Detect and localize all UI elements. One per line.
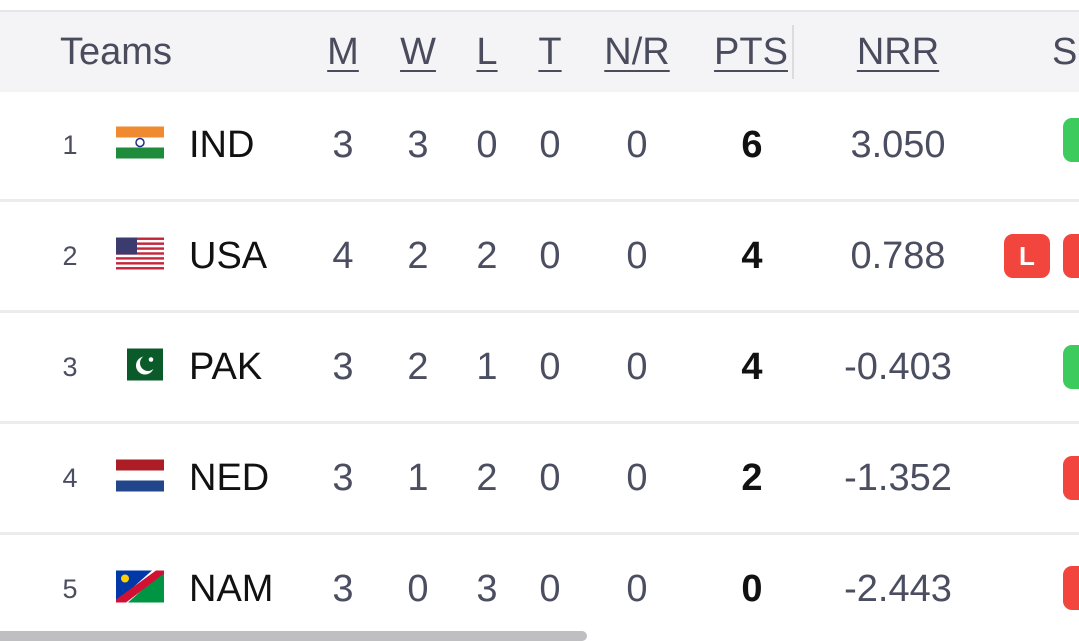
t-cell: 0 bbox=[539, 568, 561, 610]
row-divider bbox=[0, 199, 1079, 202]
column-header: S bbox=[1052, 31, 1078, 73]
column-header: NRR bbox=[856, 31, 940, 73]
form-badge: L bbox=[1004, 234, 1050, 278]
pts-cell: 4 bbox=[741, 235, 763, 277]
pts-cell: 6 bbox=[741, 124, 763, 166]
table-header bbox=[0, 10, 1079, 92]
nr-cell: 0 bbox=[626, 457, 648, 499]
nrr-cell: -0.403 bbox=[844, 346, 952, 388]
t-cell: 0 bbox=[539, 346, 561, 388]
column-header: M bbox=[327, 31, 359, 73]
team-name: NAM bbox=[189, 568, 274, 610]
m-cell: 3 bbox=[332, 124, 354, 166]
nr-cell: 0 bbox=[626, 346, 648, 388]
w-cell: 2 bbox=[407, 346, 429, 388]
column-header: W bbox=[400, 31, 436, 73]
m-cell: 3 bbox=[332, 346, 354, 388]
flag-icon bbox=[127, 348, 163, 386]
form-badge bbox=[1063, 345, 1079, 389]
nr-cell: 0 bbox=[626, 235, 648, 277]
nrr-cell: 3.050 bbox=[850, 124, 946, 166]
l-cell: 2 bbox=[476, 235, 498, 277]
l-cell: 1 bbox=[476, 346, 498, 388]
column-header: PTS bbox=[714, 31, 788, 73]
t-cell: 0 bbox=[539, 235, 561, 277]
form-badge bbox=[1063, 118, 1079, 162]
flag-icon bbox=[116, 570, 164, 608]
nrr-cell: -2.443 bbox=[844, 568, 952, 610]
row-divider bbox=[0, 310, 1079, 313]
scrollbar[interactable] bbox=[0, 631, 587, 641]
column-divider bbox=[792, 25, 794, 79]
nr-cell: 0 bbox=[626, 568, 648, 610]
flag-icon bbox=[116, 237, 164, 275]
t-cell: 0 bbox=[539, 124, 561, 166]
l-cell: 2 bbox=[476, 457, 498, 499]
form-badge bbox=[1063, 234, 1079, 278]
row-divider bbox=[0, 532, 1079, 535]
rank: 4 bbox=[62, 463, 78, 493]
t-cell: 0 bbox=[539, 457, 561, 499]
m-cell: 3 bbox=[332, 457, 354, 499]
nrr-cell: 0.788 bbox=[850, 235, 946, 277]
nr-cell: 0 bbox=[626, 124, 648, 166]
w-cell: 1 bbox=[407, 457, 429, 499]
w-cell: 2 bbox=[407, 235, 429, 277]
pts-cell: 2 bbox=[741, 457, 763, 499]
rank: 3 bbox=[62, 352, 78, 382]
column-header: T bbox=[538, 31, 562, 73]
m-cell: 4 bbox=[332, 235, 354, 277]
team-name: IND bbox=[189, 124, 255, 166]
column-header: N/R bbox=[604, 31, 670, 73]
team-name: NED bbox=[189, 457, 270, 499]
column-header: L bbox=[476, 31, 498, 73]
pts-cell: 4 bbox=[741, 346, 763, 388]
team-name: USA bbox=[189, 235, 268, 277]
l-cell: 3 bbox=[476, 568, 498, 610]
flag-icon bbox=[116, 126, 164, 164]
flag-icon bbox=[116, 459, 164, 497]
w-cell: 0 bbox=[407, 568, 429, 610]
m-cell: 3 bbox=[332, 568, 354, 610]
rank: 1 bbox=[62, 130, 78, 160]
w-cell: 3 bbox=[407, 124, 429, 166]
nrr-cell: -1.352 bbox=[844, 457, 952, 499]
form-badge bbox=[1063, 456, 1079, 500]
rank: 5 bbox=[62, 574, 78, 604]
l-cell: 0 bbox=[476, 124, 498, 166]
pts-cell: 0 bbox=[741, 568, 763, 610]
column-header: Teams bbox=[60, 31, 172, 73]
rank: 2 bbox=[62, 241, 78, 271]
row-divider bbox=[0, 421, 1079, 424]
form-badge bbox=[1063, 566, 1079, 610]
team-name: PAK bbox=[189, 346, 263, 388]
